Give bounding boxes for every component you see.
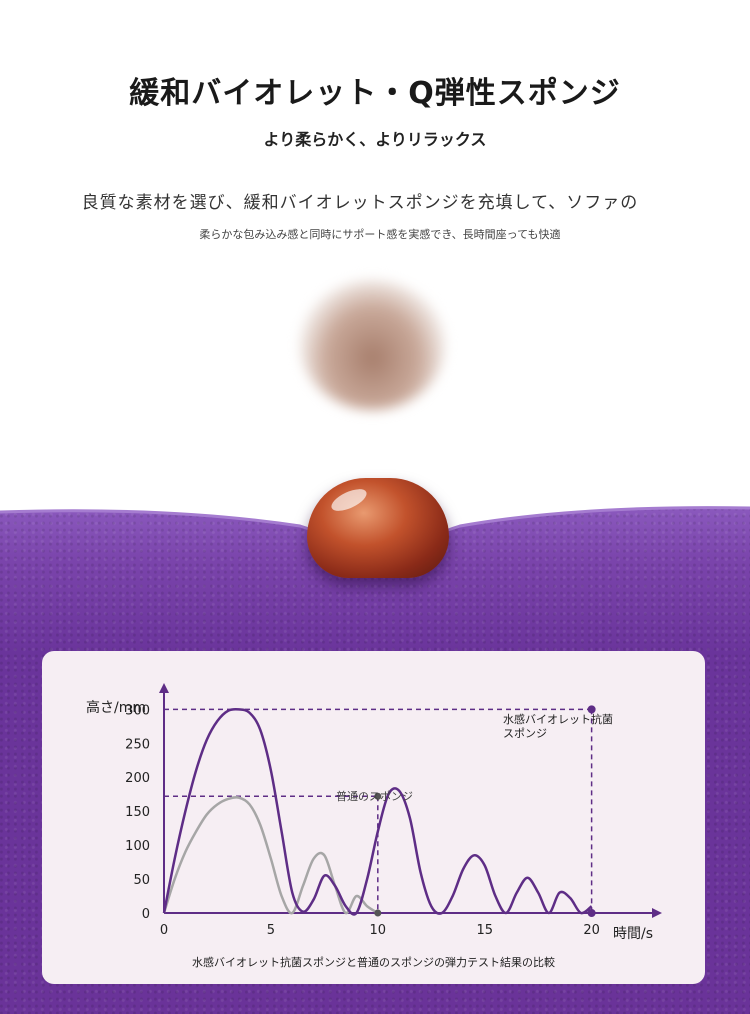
y-axis-arrow [159, 683, 169, 693]
falling-ball-blur [300, 280, 445, 410]
x-tick-label: 10 [370, 923, 387, 938]
y-tick-label: 50 [133, 873, 150, 888]
description-line-1: 良質な素材を選び、緩和バイオレットスポンジを充填して、ソファの [81, 193, 639, 213]
series-line-normal-sponge [162, 796, 379, 915]
y-tick-label: 0 [142, 907, 150, 922]
purple-peak-marker [587, 705, 596, 714]
x-tick-label: 5 [267, 923, 275, 938]
purple-end-marker [587, 909, 596, 917]
page-subtitle: より柔らかく、よりリラックス [263, 130, 487, 149]
annotation-normal: 普通のスポンジ [336, 789, 413, 803]
gray-peak-marker [374, 792, 382, 800]
page-title: 緩和バイオレット・Q弾性スポンジ [129, 76, 621, 111]
x-tick-label: 20 [583, 923, 600, 938]
x-tick-label: 15 [476, 923, 493, 938]
rubber-ball [307, 478, 449, 578]
y-tick-label: 150 [125, 805, 150, 820]
x-tick-label: 0 [160, 923, 168, 938]
gray-end-marker [374, 909, 382, 917]
description-line-2: 柔らかな包み込み感と同時にサポート感を実感でき、長時間座っても快適 [199, 228, 561, 241]
x-axis-arrow [652, 908, 662, 918]
chart-card [42, 651, 705, 984]
y-tick-label: 100 [125, 839, 150, 854]
y-tick-label: 250 [125, 737, 150, 752]
series-line-violet-sponge [162, 707, 593, 916]
y-tick-label: 200 [125, 771, 150, 786]
x-axis-label: 時間/s [613, 926, 653, 942]
annotation-violet-line2: スポンジ [503, 727, 547, 740]
annotation-violet-line1: 水感バイオレット抗菌 [503, 712, 613, 726]
y-axis-label: 高さ/mm [86, 699, 146, 716]
y-tick-label: 300 [125, 703, 150, 718]
chart-caption: 水感バイオレット抗菌スポンジと普通のスポンジの弾力テスト結果の比較 [192, 956, 555, 969]
elasticity-chart: 高さ/mm 時間/s 0 50 100 150 200 250 300 0 5 10 15 20 水感バイオ… [86, 683, 662, 942]
